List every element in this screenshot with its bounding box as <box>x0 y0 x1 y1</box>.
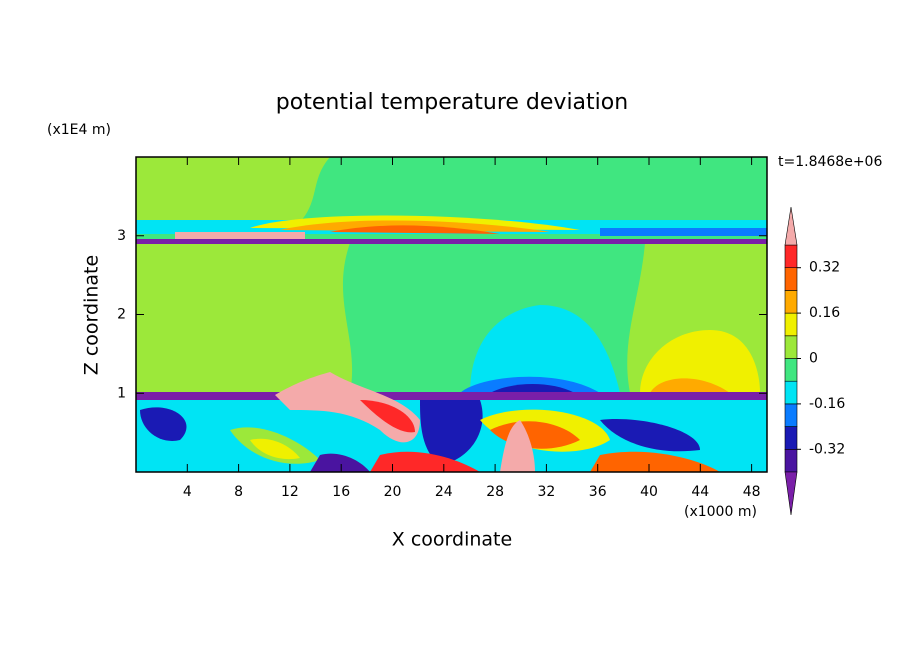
contour-region <box>600 228 767 236</box>
x-tick-label: 8 <box>234 484 243 500</box>
colorbar-box <box>784 290 798 314</box>
x-tick-label: 36 <box>589 484 607 500</box>
colorbar-extension <box>784 471 798 516</box>
contour-region <box>500 420 535 472</box>
contour-region <box>136 243 353 393</box>
y-tick-label: 2 <box>117 307 126 323</box>
colorbar-box <box>784 448 798 473</box>
x-tick-label: 44 <box>691 484 709 500</box>
colorbar-tick-label: 0.32 <box>809 260 840 276</box>
contour-region <box>310 453 370 472</box>
y-tick-label: 3 <box>117 228 126 244</box>
x-tick-label: 12 <box>281 484 299 500</box>
contour-region <box>175 232 305 240</box>
y-axis-label: Z coordinate <box>81 255 103 375</box>
contour-region <box>470 305 620 393</box>
contour-region <box>650 378 730 393</box>
contour-region <box>330 225 500 234</box>
contour-region <box>250 438 300 460</box>
y-tick-label: 1 <box>117 385 126 401</box>
contour-region <box>490 383 575 393</box>
x-tick-label: 16 <box>332 484 350 500</box>
colorbar-extension <box>784 206 798 246</box>
contour-field <box>136 157 767 472</box>
colorbar-box <box>784 380 798 405</box>
colorbar-tick-label: -0.16 <box>809 396 845 412</box>
colorbar-box <box>784 335 798 359</box>
x-tick-label: 24 <box>435 484 453 500</box>
contour-region <box>136 239 767 244</box>
contour-region <box>600 419 700 452</box>
contour-region <box>360 400 415 433</box>
contour-region <box>420 400 483 465</box>
x-tick-label: 32 <box>537 484 555 500</box>
colorbar-box <box>784 403 798 427</box>
annotation: t=1.8468e+06 <box>778 154 882 170</box>
contour-region <box>136 157 330 222</box>
contour-region <box>140 407 187 441</box>
x-tick-label: 28 <box>486 484 504 500</box>
y-unit: (x1E4 m) <box>47 122 111 138</box>
colorbar-box <box>784 244 798 269</box>
contour-region <box>640 330 760 393</box>
x-unit: (x1000 m) <box>684 504 757 520</box>
colorbar-box <box>784 426 798 450</box>
colorbar-box <box>784 358 798 382</box>
contour-region <box>275 372 420 443</box>
colorbar-tick-label: 0 <box>809 351 818 367</box>
x-axis-label: X coordinate <box>392 529 512 551</box>
contour-region <box>370 451 480 472</box>
x-tick-label: 48 <box>743 484 761 500</box>
colorbar-box <box>784 267 798 291</box>
chart-title: potential temperature deviation <box>276 90 628 115</box>
colorbar-tick-label: 0.16 <box>809 305 840 321</box>
x-tick-label: 4 <box>183 484 192 500</box>
x-tick-label: 40 <box>640 484 658 500</box>
colorbar-box <box>784 312 798 337</box>
contour-region <box>590 451 720 472</box>
colorbar-tick-label: -0.32 <box>809 441 845 457</box>
x-tick-label: 20 <box>384 484 402 500</box>
contour-region <box>136 392 767 400</box>
